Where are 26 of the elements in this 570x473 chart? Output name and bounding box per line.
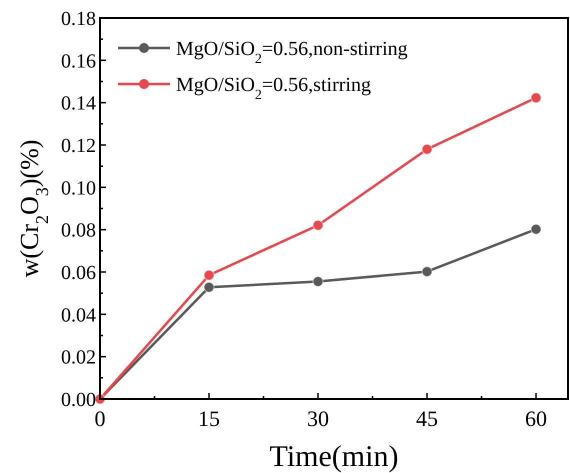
legend-label: MgO/SiO$_{2}$=0.56,non-stirring bbox=[176, 38, 408, 66]
point bbox=[312, 276, 324, 288]
x-tick-label: 0 bbox=[94, 406, 106, 431]
x-tick-label: 15 bbox=[198, 406, 220, 431]
x-tick-label: 30 bbox=[307, 406, 330, 431]
point bbox=[204, 282, 215, 293]
y-tick-label: 0.08 bbox=[61, 220, 96, 242]
x-axis-title: Time(min) bbox=[270, 440, 398, 473]
y-tick-label: 0.00 bbox=[61, 389, 96, 411]
x-tick-label: 60 bbox=[525, 406, 548, 431]
point bbox=[312, 220, 324, 231]
point bbox=[422, 266, 433, 278]
y-tick-label: 0.04 bbox=[61, 304, 96, 326]
y-tick-label: 0.02 bbox=[61, 346, 96, 369]
y-tick-label: 0.06 bbox=[61, 262, 96, 284]
y-tick-label: 0.16 bbox=[61, 50, 96, 72]
y-tick-label: 0.12 bbox=[61, 135, 96, 157]
x-tick-label: 45 bbox=[416, 406, 438, 431]
y-tick-label: 0.10 bbox=[61, 177, 96, 200]
point bbox=[422, 144, 433, 155]
y-tick-label: 0.18 bbox=[61, 8, 96, 30]
point bbox=[204, 270, 215, 281]
legend-label: MgO/SiO$_{2}$=0.56,stirring bbox=[176, 74, 371, 102]
point bbox=[530, 224, 542, 235]
y-tick-label: 0.14 bbox=[61, 92, 96, 115]
point bbox=[530, 92, 542, 104]
